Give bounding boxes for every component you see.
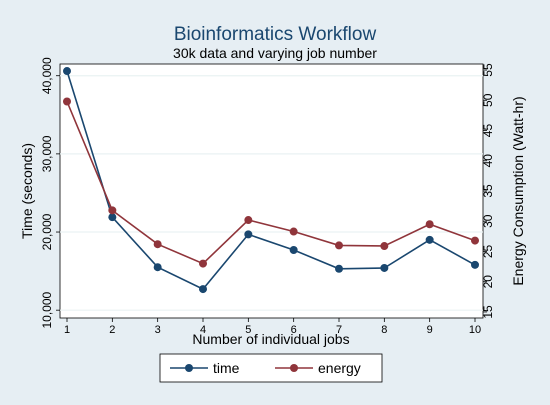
x-axis-label: Number of individual jobs xyxy=(192,331,349,347)
point-energy xyxy=(380,242,389,251)
x-tick-label: 4 xyxy=(200,324,206,336)
point-time xyxy=(153,263,162,272)
chart-subtitle: 30k data and varying job number xyxy=(173,45,377,61)
grid-lines xyxy=(60,75,483,311)
point-time xyxy=(425,235,434,244)
x-tick-label: 7 xyxy=(336,324,342,336)
x-tick-label: 8 xyxy=(381,324,387,336)
y-axis-left-label: Time (seconds) xyxy=(19,143,35,239)
x-tick-label: 2 xyxy=(109,324,115,336)
x-tick-label: 3 xyxy=(155,324,161,336)
legend-energy-marker xyxy=(290,364,298,372)
point-energy xyxy=(471,236,479,245)
plot-area xyxy=(59,63,484,319)
y-right-tick-label: 15 xyxy=(481,305,495,319)
point-energy xyxy=(289,227,298,236)
y-axis-right-label: Energy Consumption (Watt-hr) xyxy=(510,96,526,285)
point-time xyxy=(199,285,207,294)
point-time xyxy=(63,67,71,76)
x-tick-label: 10 xyxy=(469,324,481,336)
point-time xyxy=(471,260,479,269)
data-series xyxy=(63,67,479,294)
y-left-tick-label: 30,000 xyxy=(40,135,54,172)
x-tick-label: 6 xyxy=(291,324,297,336)
x-tick-label: 5 xyxy=(245,324,251,336)
y-left-tick-label: 20,000 xyxy=(40,213,54,250)
series-line-time xyxy=(66,70,476,291)
axes: 10,00020,00030,00040,0001520253035404550… xyxy=(40,57,495,336)
point-time xyxy=(335,264,343,273)
chart-title: Bioinformatics Workflow xyxy=(174,24,377,45)
point-energy xyxy=(199,259,207,268)
y-right-tick-label: 20 xyxy=(481,275,495,289)
legend-time-label: time xyxy=(213,360,240,376)
point-energy xyxy=(425,220,434,229)
point-energy xyxy=(335,241,343,250)
y-right-tick-label: 55 xyxy=(481,63,495,77)
point-energy xyxy=(108,206,117,215)
point-time xyxy=(289,246,298,255)
series-line-energy xyxy=(66,101,476,265)
legend-time-marker xyxy=(185,364,193,372)
x-tick-label: 1 xyxy=(64,324,70,336)
point-time xyxy=(380,263,389,272)
legend: time energy xyxy=(159,353,383,383)
y-right-tick-label: 35 xyxy=(481,184,495,198)
point-time xyxy=(108,213,117,222)
y-right-tick-label: 25 xyxy=(481,244,495,258)
y-right-tick-label: 50 xyxy=(481,93,495,107)
point-energy xyxy=(244,216,253,225)
y-right-tick-label: 45 xyxy=(481,124,495,138)
y-left-tick-label: 40,000 xyxy=(40,57,54,94)
y-left-tick-label: 10,000 xyxy=(40,292,54,329)
point-energy xyxy=(153,240,162,249)
legend-energy-label: energy xyxy=(318,360,361,376)
y-right-tick-label: 30 xyxy=(481,214,495,228)
point-energy xyxy=(63,97,71,106)
x-tick-label: 9 xyxy=(427,324,433,336)
y-right-tick-label: 40 xyxy=(481,154,495,168)
point-time xyxy=(244,230,253,239)
